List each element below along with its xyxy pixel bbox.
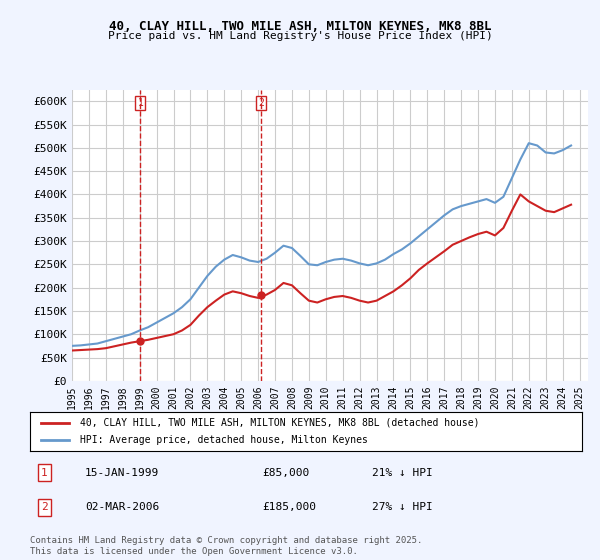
Text: 40, CLAY HILL, TWO MILE ASH, MILTON KEYNES, MK8 8BL: 40, CLAY HILL, TWO MILE ASH, MILTON KEYN… bbox=[109, 20, 491, 32]
Text: 02-MAR-2006: 02-MAR-2006 bbox=[85, 502, 160, 512]
Text: 1: 1 bbox=[41, 468, 48, 478]
Text: £85,000: £85,000 bbox=[262, 468, 309, 478]
Text: Contains HM Land Registry data © Crown copyright and database right 2025.
This d: Contains HM Land Registry data © Crown c… bbox=[30, 536, 422, 556]
Text: 15-JAN-1999: 15-JAN-1999 bbox=[85, 468, 160, 478]
Text: 40, CLAY HILL, TWO MILE ASH, MILTON KEYNES, MK8 8BL (detached house): 40, CLAY HILL, TWO MILE ASH, MILTON KEYN… bbox=[80, 418, 479, 428]
Text: £185,000: £185,000 bbox=[262, 502, 316, 512]
Text: Price paid vs. HM Land Registry's House Price Index (HPI): Price paid vs. HM Land Registry's House … bbox=[107, 31, 493, 41]
Text: 1: 1 bbox=[137, 99, 143, 108]
Text: 27% ↓ HPI: 27% ↓ HPI bbox=[372, 502, 433, 512]
Text: 2: 2 bbox=[258, 99, 264, 108]
Text: 21% ↓ HPI: 21% ↓ HPI bbox=[372, 468, 433, 478]
Text: 2: 2 bbox=[41, 502, 48, 512]
Text: HPI: Average price, detached house, Milton Keynes: HPI: Average price, detached house, Milt… bbox=[80, 435, 368, 445]
